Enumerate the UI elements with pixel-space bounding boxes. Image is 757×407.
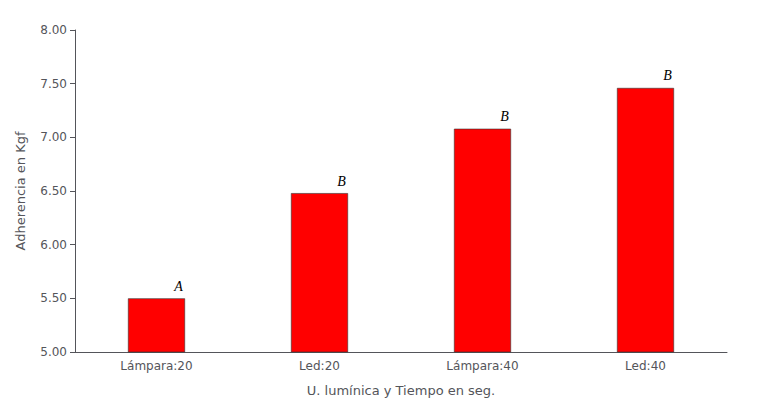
svg-text:B: B [337,174,346,189]
svg-text:7.50: 7.50 [40,77,67,91]
svg-text:5.50: 5.50 [40,291,67,305]
svg-text:Lámpara:40: Lámpara:40 [446,359,518,373]
svg-text:A: A [173,279,183,294]
svg-text:8.00: 8.00 [40,23,67,37]
svg-text:U. lumínica y Tiempo en seg.: U. lumínica y Tiempo en seg. [307,383,496,398]
svg-text:B: B [663,68,672,83]
svg-text:Lámpara:20: Lámpara:20 [120,359,192,373]
svg-text:6.50: 6.50 [40,184,67,198]
svg-text:6.00: 6.00 [40,238,67,252]
svg-text:5.00: 5.00 [40,345,67,359]
svg-text:Led:20: Led:20 [299,359,340,373]
svg-text:Adherencia en Kgf: Adherencia en Kgf [13,131,28,250]
svg-text:B: B [500,109,509,124]
svg-text:Led:40: Led:40 [625,359,666,373]
svg-text:7.00: 7.00 [40,130,67,144]
